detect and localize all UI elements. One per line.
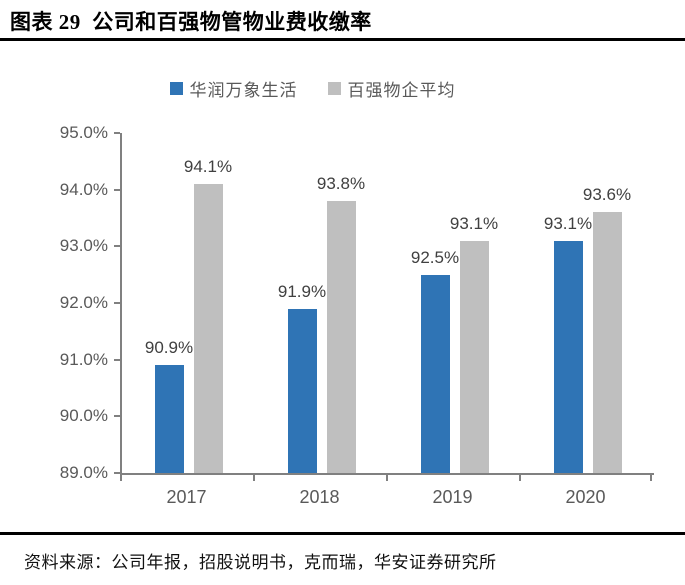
y-tick-mark (114, 472, 120, 474)
y-tick-label: 94.0% (59, 179, 108, 199)
y-tick-label: 95.0% (59, 123, 108, 142)
x-category-label: 2018 (299, 487, 340, 507)
bar-value-label: 90.9% (144, 338, 194, 358)
bar-2019-top100 (459, 240, 489, 473)
x-tick-mark (386, 475, 388, 481)
bar-2017-company (154, 365, 184, 473)
bar-value-label: 93.1% (543, 213, 593, 233)
x-tick-mark (519, 475, 521, 481)
bar-value-label: 94.1% (183, 157, 233, 176)
y-tick-label: 90.0% (59, 406, 108, 426)
figure-title: 图表 29 公司和百强物管物业费收缴率 (10, 10, 372, 34)
legend-item: 华润万象生活 (169, 76, 298, 101)
legend-label: 百强物企平均 (347, 81, 456, 100)
bar-2018-top100 (326, 201, 356, 473)
bar-2019-company (420, 274, 450, 473)
bar-value-label: 92.5% (410, 247, 460, 267)
y-tick-mark (114, 415, 120, 418)
bar-2017-top100 (193, 184, 223, 473)
plot-area: 90.9% 94.1% 91.9% 93.8% 92.5% 93.1% 93.1% 93.6% (120, 133, 654, 475)
legend-item: 百强物企平均 (327, 76, 456, 101)
y-tick-mark (114, 188, 120, 191)
y-tick-label: 89.0% (59, 463, 108, 482)
legend-swatch (327, 82, 341, 95)
y-tick-mark (114, 245, 120, 248)
x-category-label: 2019 (432, 487, 473, 507)
footer-divider (0, 532, 685, 535)
bar-value-label: 91.9% (277, 281, 327, 301)
y-tick-mark (114, 358, 120, 361)
x-tick-mark (120, 475, 122, 481)
x-tick-mark (650, 475, 652, 481)
source-note: 资料来源：公司年报，招股说明书，克而瑞，华安证券研究所 (24, 553, 497, 572)
chart-legend: 华润万象生活 百强物企平均 (0, 76, 655, 101)
bar-2020-top100 (592, 212, 622, 473)
y-tick-label: 91.0% (59, 349, 108, 369)
x-category-label: 2017 (166, 487, 207, 507)
bar-2020-company (553, 240, 583, 473)
bar-value-label: 93.8% (316, 174, 366, 193)
legend-swatch (169, 82, 183, 95)
bar-value-label: 93.6% (582, 185, 632, 205)
x-category-label: 2020 (565, 487, 606, 507)
x-tick-mark (253, 475, 255, 481)
y-tick-label: 93.0% (59, 236, 108, 256)
y-tick-mark (114, 302, 120, 304)
y-tick-label: 92.0% (59, 293, 108, 312)
bar-2018-company (287, 308, 317, 473)
legend-label: 华润万象生活 (189, 81, 298, 100)
title-divider (0, 38, 685, 41)
bar-value-label: 93.1% (449, 213, 499, 233)
y-tick-mark (114, 132, 120, 134)
